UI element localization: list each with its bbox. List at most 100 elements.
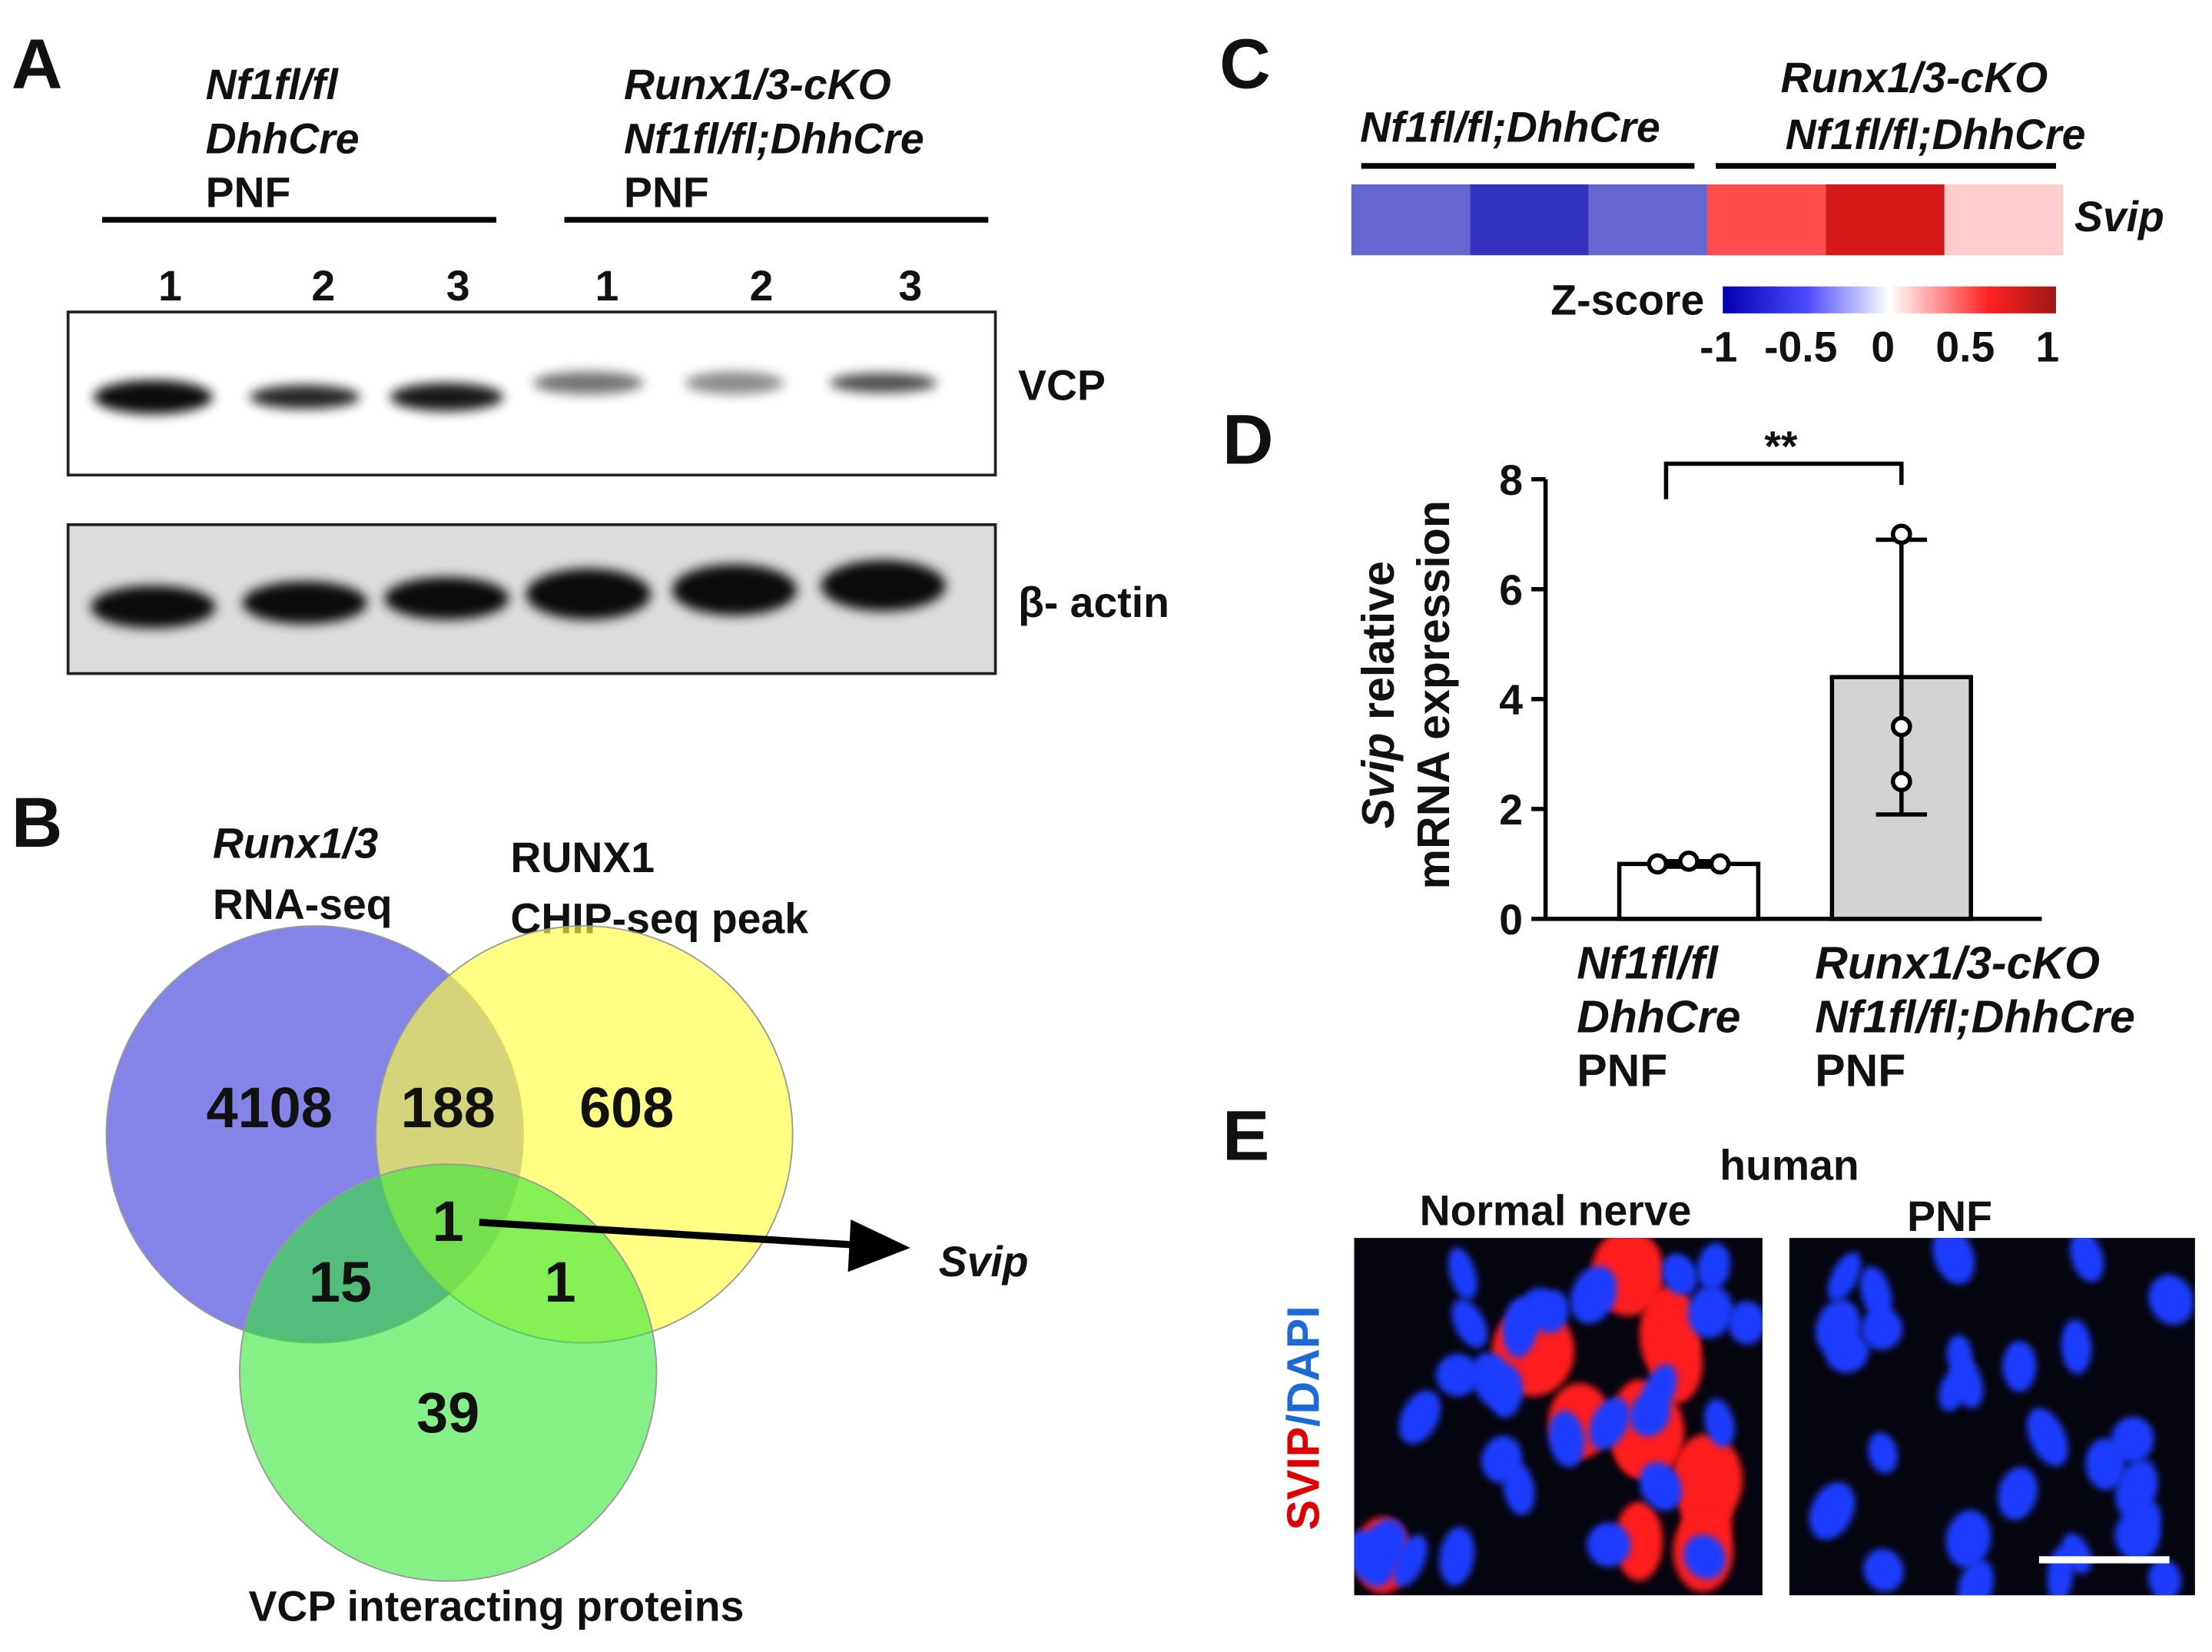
nucleus [1436,1354,1480,1397]
nucleus [2027,1408,2068,1467]
heatmap-cell [1706,184,1826,256]
nucleus [1945,1510,1991,1568]
lane-label: 3 [446,262,470,310]
heatmap-cell [1470,184,1589,256]
heatmap-cell [1826,184,1945,256]
nucleus [1687,1285,1733,1339]
blot-label: VCP [1018,361,1106,409]
region-count: 15 [309,1250,372,1314]
blot [66,310,997,477]
lane-label: 2 [311,262,335,310]
y-tick-label: 4 [1499,676,1523,724]
group-label: DhhCre [206,114,360,162]
micrograph-content [1809,1238,2194,1596]
x-tick-label: PNF [1815,1046,1905,1096]
panel-label: D [1222,399,1274,479]
panel-title: human [1720,1141,1859,1189]
stain-label: SVIP/DAPI [1278,1305,1328,1530]
nucleus [1696,1242,1731,1291]
region-count: 4108 [207,1076,333,1139]
heatmap-cell [1944,184,2064,256]
band [91,585,216,629]
nucleus [2148,1274,2194,1325]
region-count: 1 [544,1250,575,1314]
panel-label: B [12,782,63,862]
y-axis-label: mRNA expression [1408,500,1459,889]
group-label: Runx1/3-cKO [624,61,891,108]
nucleus [1398,1390,1441,1445]
nucleus [2124,1501,2161,1554]
nucleus [2069,1238,2104,1282]
y-tick-label: 8 [1499,456,1523,504]
colorbar-tick-label: -0.5 [1764,323,1837,371]
data-point [1890,715,1912,738]
nucleus [1534,1289,1569,1334]
y-tick-label: 6 [1499,566,1523,614]
arrow-head [847,1219,910,1272]
band [672,564,798,615]
nucleus [1861,1308,1903,1350]
band [532,371,644,395]
panel-label: E [1222,1096,1270,1176]
nucleus [2061,1533,2092,1574]
colorbar-title: Z-score [1550,277,1704,324]
nucleus [1932,1238,1975,1285]
group-label: Nf1fl/fl;DhhCre [1786,111,2086,158]
panel-label: A [12,23,63,103]
significance-label: ** [1764,423,1798,470]
nucleus [1958,1559,1994,1596]
y-axis-label-part: Svip [1353,733,1404,829]
nucleus [1589,1397,1630,1450]
y-tick-label: 2 [1499,786,1523,834]
venn-set [238,1163,658,1582]
nucleus [1358,1518,1407,1578]
colorbar-tick-label: 0.5 [1935,323,1995,371]
lane-label: 1 [158,262,182,310]
blot-label: β- actin [1018,579,1169,626]
group-label: Runx1/3-cKO [1781,54,2048,101]
region-count: 188 [401,1076,496,1139]
nucleus [1827,1252,1862,1302]
x-tick-label: Runx1/3-cKO [1815,937,2100,988]
nucleus [1570,1266,1617,1324]
band [249,385,360,410]
band [390,383,504,412]
heatmap-cell [1588,184,1707,256]
row-label: Svip [2074,193,2164,241]
data-point [1890,771,1912,792]
colorbar-tick-label: 1 [2036,323,2060,371]
image-title: Normal nerve [1420,1187,1692,1235]
nucleus [1639,1461,1683,1511]
region-count: 608 [579,1076,674,1139]
nucleus [2061,1319,2092,1375]
nucleus [1448,1247,1477,1300]
band [384,577,509,620]
band [526,569,652,620]
nucleus [1587,1522,1631,1567]
x-tick-label: Nf1fl/fl [1577,937,1719,988]
lane-label: 2 [750,262,774,310]
lane-label: 1 [595,262,618,310]
image-title: PNF [1907,1193,1992,1240]
region-count: 1 [433,1189,464,1253]
group-label: Nf1fl/fl;DhhCre [624,114,924,162]
nucleus [1859,1266,1892,1321]
set-label: VCP interacting proteins [248,1582,744,1630]
nucleus [1481,1435,1523,1483]
colorbar-tick-label: 0 [1871,323,1895,371]
nucleus [1863,1548,1904,1592]
x-tick-label: PNF [1577,1046,1667,1096]
region-count: 39 [416,1381,479,1445]
group-label: PNF [206,168,291,216]
nucleus [1998,1467,2038,1521]
arrow [479,1219,858,1249]
panel-label: C [1219,23,1271,103]
stain-part: SVIP [1278,1427,1328,1531]
y-tick-label: 0 [1499,896,1523,944]
nucleus [1683,1534,1726,1580]
nucleus [1727,1301,1763,1345]
nucleus [1826,1332,1869,1373]
band [829,373,937,393]
